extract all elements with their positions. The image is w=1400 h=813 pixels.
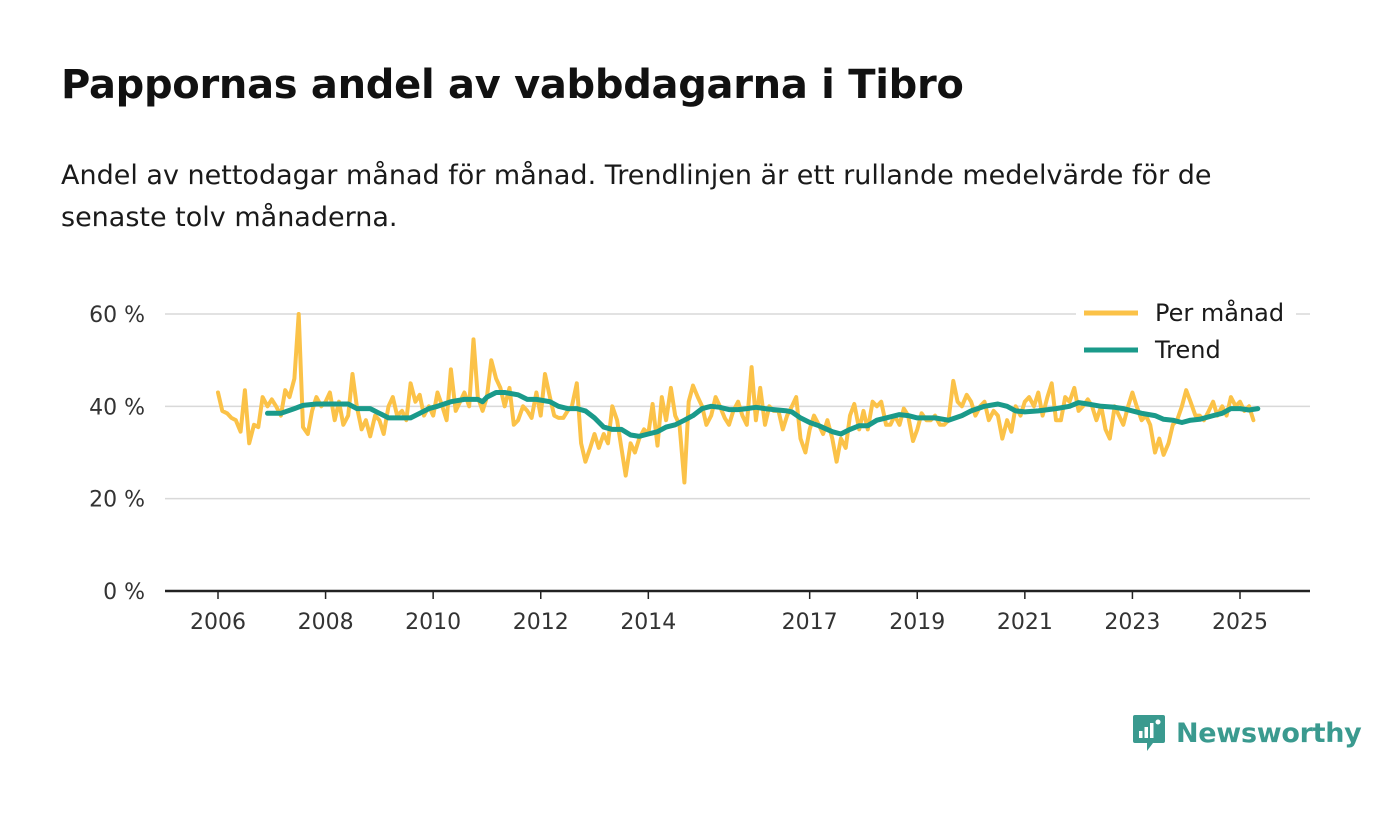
- x-tick-label: 2021: [997, 610, 1053, 635]
- legend: Per månad Trend: [1076, 296, 1296, 372]
- newsworthy-logo-text: Newsworthy: [1176, 717, 1362, 749]
- y-axis-ticks: 0 % 20 % 40 % 60 %: [89, 303, 145, 605]
- legend-label: Trend: [1154, 336, 1221, 364]
- y-tick-label: 60 %: [89, 303, 145, 328]
- x-tick-label: 2006: [190, 610, 246, 635]
- x-tick-label: 2010: [405, 610, 461, 635]
- line-chart: 0 % 20 % 40 % 60 % 2006 2008 2010 2012 2014 2017…: [89, 296, 1310, 635]
- series-line-per-manad: [216, 312, 1256, 485]
- newsworthy-logo: Newsworthy: [1132, 713, 1362, 753]
- x-tick-label: 2019: [889, 610, 945, 635]
- x-tick-label: 2025: [1212, 610, 1268, 635]
- x-axis-ticks: 2006 2008 2010 2012 2014 2017 2019 2021 2023 2025: [190, 591, 1268, 635]
- series-group: [216, 312, 1261, 485]
- y-tick-label: 20 %: [89, 488, 145, 513]
- chart-title: Pappornas andel av vabbdagarna i Tibro: [61, 62, 964, 108]
- legend-label: Per månad: [1155, 298, 1284, 327]
- series-line-trend: [265, 390, 1261, 439]
- x-tick-label: 2014: [620, 610, 676, 635]
- chart-subtitle: Andel av nettodagar månad för månad. Tre…: [61, 160, 1212, 233]
- x-tick-label: 2023: [1104, 610, 1160, 635]
- x-tick-label: 2012: [513, 610, 569, 635]
- x-tick-label: 2008: [298, 610, 354, 635]
- legend-background: [1076, 296, 1296, 372]
- newsworthy-logo-icon: [1133, 715, 1165, 751]
- y-tick-label: 0 %: [103, 580, 145, 605]
- y-tick-label: 40 %: [89, 395, 145, 420]
- x-tick-label: 2017: [782, 610, 838, 635]
